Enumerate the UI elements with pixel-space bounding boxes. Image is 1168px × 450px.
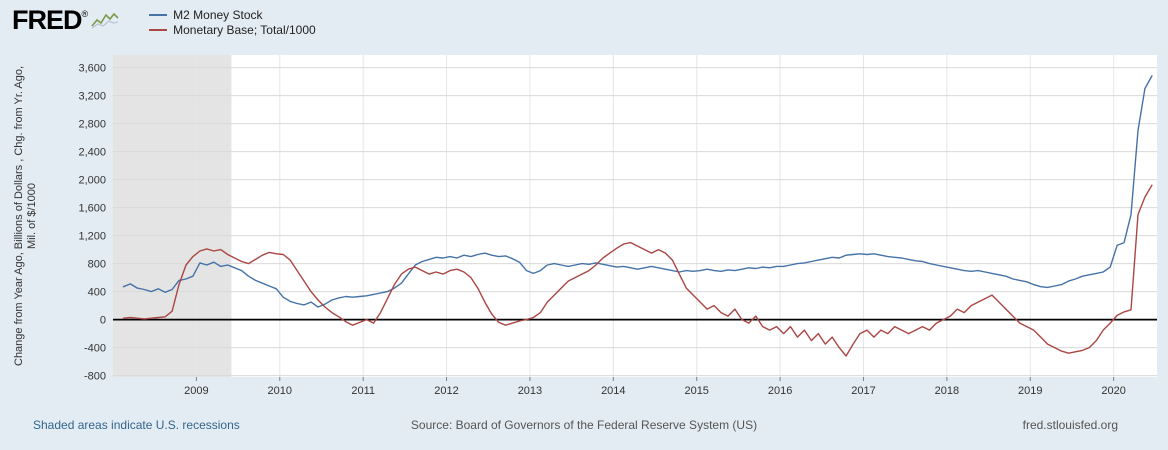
legend-item-m2: M2 Money Stock xyxy=(149,8,316,22)
recession-note-link[interactable]: Shaded areas indicate U.S. recessions xyxy=(33,418,240,432)
recession-band xyxy=(113,55,232,377)
chart-header: FRED ® M2 Money Stock Monetary Base; Tota… xyxy=(12,5,316,38)
legend-swatch-monetary-base xyxy=(149,29,168,31)
chart-footer: Shaded areas indicate U.S. recessions So… xyxy=(0,415,1168,439)
y-tick-label: 400 xyxy=(88,287,106,299)
x-tick-label: 2020 xyxy=(1101,385,1125,397)
plot-area[interactable] xyxy=(113,55,1157,377)
legend-label-m2: M2 Money Stock xyxy=(173,8,263,22)
y-axis-label-line-1: Mil. of $/1000 xyxy=(26,183,38,249)
x-tick-label: 2010 xyxy=(268,385,292,397)
y-tick-label: 3,600 xyxy=(78,63,106,75)
x-tick-label: 2015 xyxy=(684,385,708,397)
y-tick-label: 1,200 xyxy=(78,231,106,243)
y-tick-label: 800 xyxy=(88,259,106,271)
x-tick-label: 2016 xyxy=(768,385,792,397)
fred-logo-sparkline-icon xyxy=(91,12,119,29)
x-tick-label: 2018 xyxy=(935,385,959,397)
series-line-0 xyxy=(122,75,1153,308)
x-tick-label: 2011 xyxy=(351,385,375,397)
y-tick-label: 2,000 xyxy=(78,175,106,187)
x-tick-label: 2017 xyxy=(851,385,875,397)
x-tick-label: 2012 xyxy=(434,385,458,397)
legend-item-monetary-base: Monetary Base; Total/1000 xyxy=(149,23,316,37)
y-tick-label: 3,200 xyxy=(78,91,106,103)
x-tick-label: 2019 xyxy=(1018,385,1042,397)
source-text: Source: Board of Governors of the Federa… xyxy=(410,418,758,432)
fred-site-link[interactable]: fred.stlouisfed.org xyxy=(1022,418,1118,432)
y-tick-label: 1,600 xyxy=(78,203,106,215)
y-axis-label-line-0: Change from Year Ago, Billions of Dollar… xyxy=(13,66,25,366)
y-tick-label: -400 xyxy=(84,343,106,355)
y-tick-label: 2,800 xyxy=(78,119,106,131)
y-tick-label: 2,400 xyxy=(78,147,106,159)
y-tick-label: 0 xyxy=(100,315,106,327)
series-line-1 xyxy=(122,184,1153,357)
legend-label-monetary-base: Monetary Base; Total/1000 xyxy=(173,23,316,37)
x-tick-label: 2013 xyxy=(518,385,542,397)
y-tick-label: -800 xyxy=(84,371,106,383)
x-tick-label: 2009 xyxy=(184,385,208,397)
registered-trademark-icon: ® xyxy=(81,9,89,19)
chart-legend: M2 Money Stock Monetary Base; Total/1000 xyxy=(149,5,316,38)
legend-swatch-m2 xyxy=(149,14,168,16)
x-tick-label: 2014 xyxy=(601,385,625,397)
fred-logo[interactable]: FRED ® xyxy=(12,5,119,35)
fred-logo-text: FRED xyxy=(12,5,82,35)
